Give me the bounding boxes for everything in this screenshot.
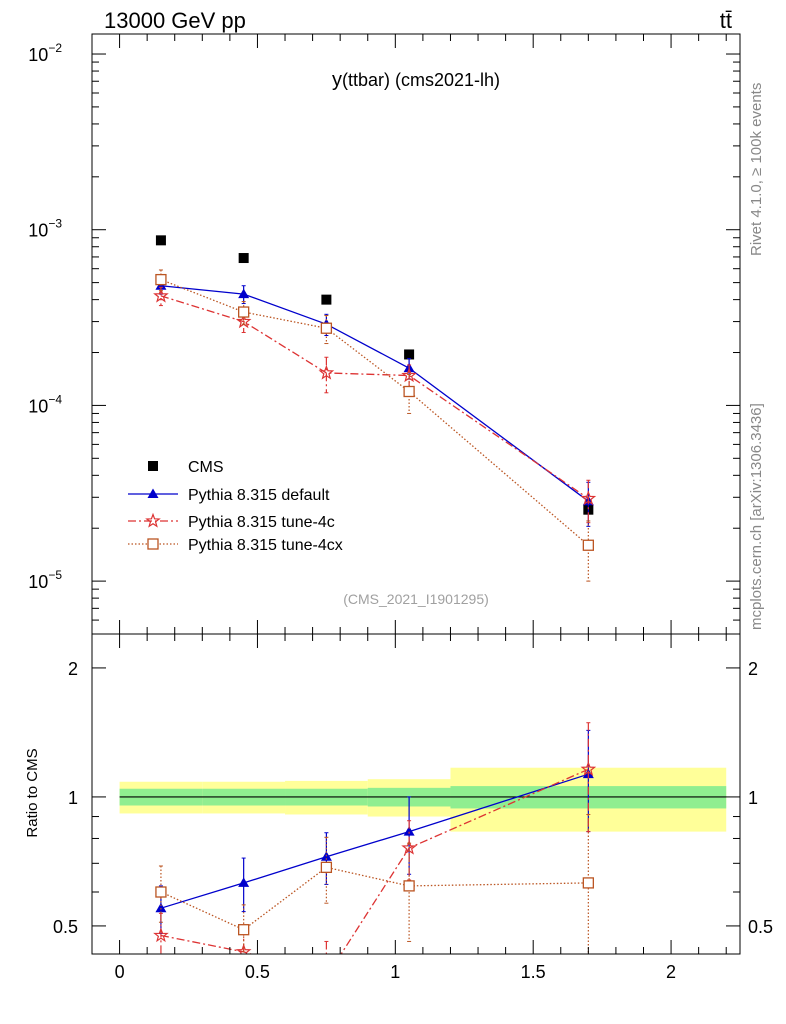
legend-label-tune-4cx: Pythia 8.315 tune-4cx: [188, 537, 343, 554]
ratio-y-tick-label-right-2: 2: [748, 659, 758, 679]
marker-ratio-pythia-8-315-default-1: [238, 877, 250, 887]
marker-main-pythia-8-315-default-1: [238, 288, 250, 299]
rivet-version-label: Rivet 4.1.0, ≥ 100k events: [748, 83, 765, 256]
marker-main-cms-0: [155, 235, 166, 246]
main-y-tick-label-3: 10−2: [28, 41, 62, 65]
main-y-tick-label-exp-2: −3: [48, 217, 62, 231]
header-right: tt̄: [720, 8, 732, 33]
main-y-tick-label-base-2: 10: [28, 221, 48, 241]
main-y-tick-label-2: 10−3: [28, 217, 62, 241]
main-y-tick-label-exp-0: −5: [48, 568, 62, 582]
line-ratio-pythia-8-315-tune-4cx: [160, 866, 589, 931]
legend-marker-default: [147, 488, 159, 498]
x-tick-label-3: 1.5: [521, 962, 546, 982]
legend-entry-tune-4c: Pythia 8.315 tune-4c: [128, 512, 335, 531]
marker-ratio-pythia-8-315-tune-4cx-3: [403, 880, 415, 892]
marker-main-cms-1: [238, 253, 249, 264]
legend-marker-tune-4c: [145, 512, 161, 528]
ratio-y-tick-label-left-1: 1: [68, 788, 78, 808]
main-y-tick-labels: 10−510−410−310−2: [28, 41, 62, 592]
marker-ratio-pythia-8-315-default-0: [155, 902, 167, 913]
legend-label-tune-4c: Pythia 8.315 tune-4c: [188, 514, 335, 531]
marker-ratio-pythia-8-315-tune-4c-2: [320, 971, 332, 983]
marker-main-pythia-8-315-tune-4cx-4: [582, 539, 594, 551]
marker-ratio-pythia-8-315-tune-4cx-4: [582, 877, 594, 889]
main-ticks: [92, 34, 740, 634]
analysis-watermark: (CMS_2021_I1901295): [343, 591, 489, 607]
ratio-y-tick-labels: 0.5 0.5 1 1 2 2: [53, 659, 773, 937]
ratio-y-tick-label-left-2: 2: [68, 659, 78, 679]
marker-main-pythia-8-315-tune-4c-2: [318, 364, 335, 380]
marker-ratio-pythia-8-315-tune-4cx-2: [320, 861, 333, 873]
marker-ratio-pythia-8-315-tune-4cx-1: [238, 924, 250, 936]
ratio-series: [153, 722, 597, 983]
line-ratio-pythia-8-315-tune-4c: [160, 768, 589, 954]
chart-title-suffix: (ttbar) (cms2021-lh): [342, 70, 500, 90]
legend-marker-tune-4cx: [147, 538, 159, 550]
main-y-tick-label-base-0: 10: [28, 572, 48, 592]
marker-main-pythia-8-315-tune-4cx-3: [403, 385, 415, 398]
ratio-ticks: [92, 634, 740, 954]
marker-main-pythia-8-315-tune-4cx-0: [155, 273, 167, 286]
marker-ratio-pythia-8-315-default-3: [403, 826, 415, 836]
line-main-pythia-8-315-tune-4c: [160, 295, 589, 500]
series-main-pythia-8-315-tune-4cx: [155, 269, 594, 582]
series-ratio-pythia-8-315-default: [155, 729, 594, 935]
ratio-y-tick-label-left-0: 0.5: [53, 917, 78, 937]
main-y-tick-label-1: 10−4: [28, 392, 62, 416]
x-tick-label-1: 0.5: [245, 962, 270, 982]
header-left: 13000 GeV pp: [104, 8, 246, 33]
line-main-pythia-8-315-tune-4cx: [160, 279, 589, 546]
series-main-pythia-8-315-tune-4c: [153, 286, 597, 524]
x-tick-labels: 0 0.5 1 1.5 2: [115, 962, 677, 982]
legend-marker-cms: [148, 461, 158, 471]
marker-main-cms-3: [404, 349, 415, 360]
main-y-tick-label-0: 10−5: [28, 568, 62, 592]
line-main-pythia-8-315-default: [160, 285, 589, 502]
ratio-y-tick-label-right-0: 0.5: [748, 917, 773, 937]
main-y-tick-label-base-1: 10: [28, 396, 48, 416]
marker-main-pythia-8-315-tune-4c-0: [153, 287, 169, 303]
main-y-tick-label-base-3: 10: [28, 45, 48, 65]
series-ratio-pythia-8-315-tune-4cx: [155, 813, 594, 954]
marker-ratio-pythia-8-315-tune-4c-4: [580, 761, 597, 776]
ratio-panel: 0.5 0.5 1 1 2 2 0 0.5 1 1.5 2 Ratio to CMS: [24, 633, 773, 983]
marker-main-cms-2: [321, 294, 332, 305]
chart-title: y(ttbar) (cms2021-lh): [332, 69, 500, 91]
main-y-tick-label-exp-3: −2: [48, 41, 62, 55]
legend-entry-default: Pythia 8.315 default: [128, 487, 330, 504]
ratio-y-axis-label: Ratio to CMS: [24, 748, 41, 837]
marker-ratio-pythia-8-315-tune-4cx-0: [155, 886, 167, 898]
x-tick-label-0: 0: [115, 962, 125, 982]
ratio-frame: [91, 633, 741, 955]
marker-main-pythia-8-315-tune-4c-4: [580, 490, 597, 506]
legend: CMS Pythia 8.315 default Pythia 8.315 tu…: [128, 459, 343, 554]
marker-ratio-pythia-8-315-tune-4c-1: [235, 943, 252, 954]
mcplots-label: mcplots.cern.ch [arXiv:1306.3436]: [748, 403, 765, 630]
x-tick-label-4: 2: [666, 962, 676, 982]
legend-label-default: Pythia 8.315 default: [188, 487, 330, 504]
marker-main-pythia-8-315-tune-4cx-1: [238, 306, 250, 318]
ratio-bands: [119, 767, 727, 832]
main-panel: 10−510−410−310−2 y(ttbar) (cms2021-lh) (…: [28, 33, 741, 635]
legend-entry-tune-4cx: Pythia 8.315 tune-4cx: [128, 537, 343, 554]
marker-main-pythia-8-315-tune-4cx-2: [320, 322, 333, 334]
marker-ratio-pythia-8-315-tune-4c-0: [153, 927, 169, 943]
chart-title-prefix: y: [332, 69, 342, 91]
main-y-tick-label-exp-1: −4: [48, 392, 62, 406]
legend-label-cms: CMS: [188, 459, 224, 476]
x-tick-label-2: 1: [390, 962, 400, 982]
legend-entry-cms: CMS: [148, 459, 224, 476]
main-series: [153, 235, 597, 582]
ratio-y-tick-label-right-1: 1: [748, 788, 758, 808]
